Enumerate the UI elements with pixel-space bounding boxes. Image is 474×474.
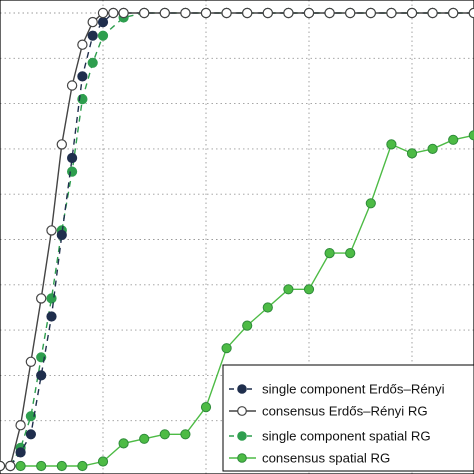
data-point-consensus-erd-s-r-nyi-rg	[345, 7, 356, 19]
data-point-consensus-spatial-rg	[345, 248, 356, 259]
data-point-consensus-spatial-rg	[36, 460, 47, 472]
series-consensus-spatial-rg	[0, 130, 474, 472]
legend-entry-single-component-erdos-renyi: single component Erdős–Rényi	[229, 382, 445, 397]
data-point-consensus-spatial-rg	[221, 343, 232, 354]
data-point-consensus-erd-s-r-nyi-rg	[15, 420, 26, 431]
data-point-consensus-spatial-rg	[180, 429, 191, 440]
legend-label-consensus-spatial: consensus spatial RG	[262, 451, 390, 466]
data-point-consensus-spatial-rg	[159, 429, 170, 440]
legend-label-single-component-erdos-renyi: single component Erdős–Rényi	[262, 382, 445, 397]
data-point-consensus-erd-s-r-nyi-rg	[406, 7, 418, 19]
data-point-single-component-erd-s-r-nyi	[25, 429, 36, 440]
data-point-consensus-spatial-rg	[427, 143, 438, 154]
data-point-consensus-erd-s-r-nyi-rg	[221, 7, 232, 19]
legend-label-consensus-erdos-renyi: consensus Erdős–Rényi RG	[262, 404, 428, 419]
data-point-single-component-spatial-rg	[67, 166, 78, 177]
data-point-single-component-spatial-rg	[97, 30, 109, 41]
data-point-consensus-erd-s-r-nyi-rg	[25, 356, 37, 367]
data-point-consensus-spatial-rg	[406, 148, 418, 159]
data-point-consensus-erd-s-r-nyi-rg	[365, 7, 376, 19]
data-point-single-component-erd-s-r-nyi	[56, 229, 67, 241]
data-point-consensus-spatial-rg	[386, 139, 397, 150]
data-point-consensus-erd-s-r-nyi-rg	[283, 7, 294, 19]
data-point-consensus-spatial-rg	[97, 456, 109, 467]
series-layer	[0, 7, 474, 472]
data-point-consensus-erd-s-r-nyi-rg	[386, 7, 397, 19]
data-point-consensus-spatial-rg	[324, 248, 335, 259]
data-point-consensus-erd-s-r-nyi-rg	[303, 7, 315, 19]
data-point-consensus-erd-s-r-nyi-rg	[138, 7, 150, 19]
data-point-consensus-spatial-rg	[118, 438, 129, 449]
legend-entry-consensus-spatial: consensus spatial RG	[229, 451, 390, 466]
data-point-consensus-spatial-rg	[242, 320, 253, 331]
data-point-consensus-spatial-rg	[283, 284, 294, 295]
series-consensus-erd-s-r-nyi-rg	[0, 7, 474, 472]
legend-marker-consensus-erdos-renyi	[237, 406, 247, 416]
data-point-consensus-erd-s-r-nyi-rg	[324, 7, 335, 19]
data-point-consensus-erd-s-r-nyi-rg	[468, 7, 474, 19]
data-point-consensus-spatial-rg	[448, 134, 459, 145]
legend-marker-single-component-erdos-renyi	[237, 384, 247, 394]
data-point-consensus-spatial-rg	[365, 198, 376, 209]
data-point-consensus-erd-s-r-nyi-rg	[448, 7, 459, 19]
data-point-single-component-erd-s-r-nyi	[67, 152, 78, 164]
legend-marker-consensus-spatial	[237, 453, 247, 463]
data-point-consensus-spatial-rg	[262, 302, 273, 313]
data-point-consensus-erd-s-r-nyi-rg	[77, 39, 88, 50]
data-point-consensus-erd-s-r-nyi-rg	[87, 16, 98, 28]
data-point-single-component-erd-s-r-nyi	[87, 30, 98, 41]
data-point-consensus-erd-s-r-nyi-rg	[108, 7, 119, 19]
data-point-consensus-spatial-rg	[303, 284, 315, 295]
data-point-single-component-erd-s-r-nyi	[77, 71, 88, 82]
data-point-consensus-erd-s-r-nyi-rg	[180, 7, 191, 19]
legend-label-single-component-spatial: single component spatial RG	[262, 429, 431, 444]
legend-entry-single-component-spatial: single component spatial RG	[229, 429, 431, 444]
legend-box	[222, 364, 474, 472]
data-point-single-component-erd-s-r-nyi	[97, 17, 109, 28]
legend-marker-single-component-spatial	[237, 431, 247, 441]
data-point-consensus-erd-s-r-nyi-rg	[241, 7, 253, 19]
data-point-single-component-spatial-rg	[87, 57, 98, 68]
data-point-consensus-spatial-rg	[15, 460, 26, 472]
data-point-consensus-spatial-rg	[56, 460, 67, 472]
data-point-single-component-spatial-rg	[25, 411, 36, 422]
data-point-consensus-erd-s-r-nyi-rg	[5, 460, 16, 472]
data-point-consensus-erd-s-r-nyi-rg	[427, 7, 438, 19]
data-point-consensus-erd-s-r-nyi-rg	[0, 460, 6, 472]
legend: single component Erdős–Rényi consensus E…	[222, 364, 474, 472]
data-point-consensus-spatial-rg	[468, 130, 474, 141]
data-point-consensus-erd-s-r-nyi-rg	[118, 7, 129, 19]
data-point-consensus-erd-s-r-nyi-rg	[159, 7, 170, 19]
data-point-consensus-erd-s-r-nyi-rg	[66, 80, 78, 91]
data-point-consensus-erd-s-r-nyi-rg	[200, 7, 212, 19]
data-point-consensus-erd-s-r-nyi-rg	[36, 293, 47, 304]
data-point-consensus-erd-s-r-nyi-rg	[56, 139, 68, 150]
data-point-single-component-erd-s-r-nyi	[36, 370, 47, 381]
data-point-single-component-erd-s-r-nyi	[46, 311, 57, 322]
data-point-consensus-erd-s-r-nyi-rg	[262, 7, 273, 19]
data-point-consensus-spatial-rg	[139, 433, 150, 444]
legend-entry-consensus-erdos-renyi: consensus Erdős–Rényi RG	[229, 404, 428, 419]
data-point-consensus-erd-s-r-nyi-rg	[97, 7, 109, 19]
data-point-single-component-erd-s-r-nyi	[15, 447, 26, 458]
data-point-consensus-erd-s-r-nyi-rg	[46, 225, 57, 236]
data-point-consensus-spatial-rg	[77, 460, 88, 472]
data-point-consensus-spatial-rg	[200, 402, 212, 413]
